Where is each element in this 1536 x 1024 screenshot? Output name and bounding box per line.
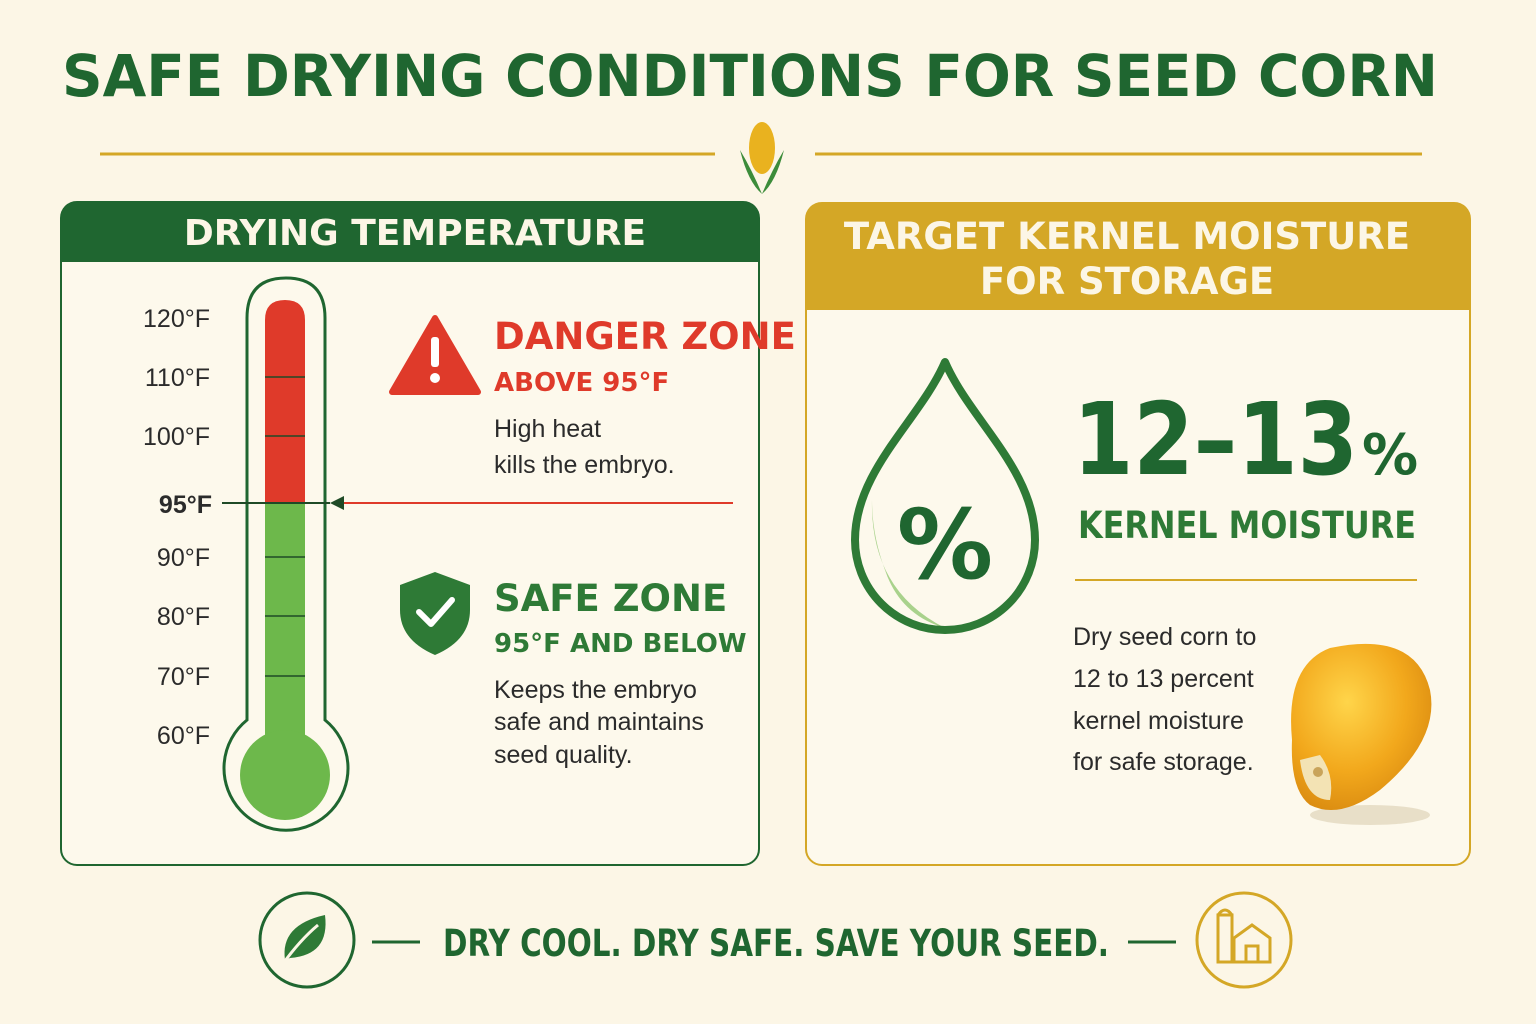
danger-title: DANGER ZONE [494,315,796,358]
corn-icon [740,122,784,194]
safe-text: Keeps the embryo [494,676,697,704]
danger-text: High heat [494,415,601,443]
thermometer [222,276,733,832]
safe-text: seed quality. [494,741,633,769]
safe-icon [400,572,470,655]
panel-heading: DRYING TEMPERATURE [184,213,646,254]
moisture-text: for safe storage. [1073,748,1254,776]
scale-label: 80°F [157,603,210,631]
footer: DRY COOL. DRY SAFE. SAVE YOUR SEED. [258,891,1293,989]
drop-icon [851,358,1039,634]
scale-label: 60°F [157,722,210,750]
scale-label: 120°F [143,305,210,333]
danger-text: kills the embryo. [494,451,675,479]
safe-title: SAFE ZONE [494,577,727,620]
threshold-label: 95°F [159,491,212,519]
moisture-text: kernel moisture [1073,707,1244,735]
danger-subtitle: ABOVE 95°F [494,368,669,398]
temperature-panel: DRYING TEMPERATURE 120°F 110°F 100°F 95°… [60,201,796,866]
kernel-image [1291,643,1432,825]
scale-label: 70°F [157,663,210,691]
safe-subtitle: 95°F AND BELOW [494,629,747,659]
moisture-text: Dry seed corn to [1073,623,1256,651]
scale-label: 90°F [157,544,210,572]
safe-text: safe and maintains [494,708,704,736]
panel-heading: FOR STORAGE [980,260,1274,303]
title: SAFE DRYING CONDITIONS FOR SEED CORN [62,42,1438,110]
drop-label: % [897,489,993,601]
moisture-text: 12 to 13 percent [1073,665,1254,693]
moisture-unit: % [1362,423,1418,488]
scale-label: 100°F [143,423,210,451]
danger-icon [389,315,481,395]
scale-label: 110°F [145,364,210,392]
panel-heading: TARGET KERNEL MOISTURE [844,215,1410,258]
moisture-panel: TARGET KERNEL MOISTURE FOR STORAGE % 12–… [805,202,1471,866]
moisture-value: 12–13 [1073,381,1358,498]
moisture-label: KERNEL MOISTURE [1078,504,1416,547]
slogan: DRY COOL. DRY SAFE. SAVE YOUR SEED. [443,922,1109,965]
